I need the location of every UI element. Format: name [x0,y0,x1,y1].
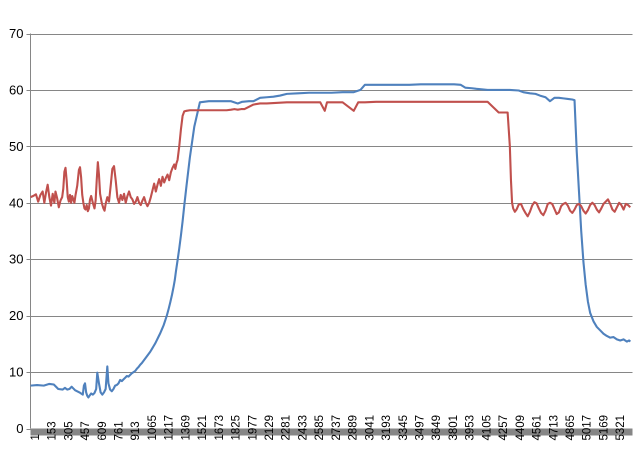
y-tick-label: 40 [9,195,23,210]
y-tick-label: 60 [9,82,23,97]
x-tick-label: 2129 [264,415,276,441]
x-tick-label: 3801 [448,415,460,441]
y-tick-label: 0 [16,421,23,436]
y-tick-label: 20 [9,308,23,323]
series-line-series-red [30,100,632,218]
x-tick-label: 457 [80,421,92,440]
x-tick-label: 761 [113,421,125,440]
x-tick-label: 153 [47,421,59,440]
x-tick-label: 4257 [498,415,510,441]
gridlines [29,33,633,431]
x-tick-label: 1977 [247,415,259,441]
y-tick-label: 70 [9,26,23,41]
x-tick-label: 609 [97,421,109,440]
x-tick-label: 3953 [465,415,477,441]
x-tick-label: 3041 [364,415,376,441]
x-tick-label: 2281 [281,415,293,441]
x-tick-label: 4561 [532,415,544,441]
x-tick-label: 1 [30,434,42,440]
y-tick-label: 30 [9,252,23,267]
x-tick-label: 2889 [348,415,360,441]
x-tick-label: 4105 [481,415,493,441]
x-tick-label: 1065 [147,415,159,441]
x-tick-label: 1369 [180,415,192,441]
x-tick-label: 1673 [214,415,226,441]
x-tick-label: 3193 [381,415,393,441]
x-tick-label: 3497 [414,415,426,441]
x-tick-label: 1825 [231,415,243,441]
x-tick-label: 5321 [615,415,627,441]
x-tick-label: 5017 [582,415,594,441]
x-tick-label: 2737 [331,415,343,441]
y-axis-tick-labels: 0 10 20 30 40 50 60 70 [9,26,31,436]
x-axis [30,428,633,436]
x-tick-label: 4865 [565,415,577,441]
x-tick-label: 1521 [197,415,209,441]
x-tick-label: 2433 [297,415,309,441]
x-axis-band [30,428,633,436]
x-tick-label: 2585 [314,415,326,441]
y-tick-label: 50 [9,139,23,154]
x-tick-label: 4713 [548,415,560,441]
x-axis-tick-labels: 1 153 305 457 609 761 913 1065 1217 1369 1521 1673 1… [30,415,627,441]
x-tick-label: 3345 [398,415,410,441]
y-tick-label: 10 [9,365,23,380]
x-tick-label: 5169 [598,415,610,441]
x-tick-label: 1217 [164,415,176,441]
x-tick-label: 913 [130,421,142,440]
data-series-group [30,83,632,399]
series-line-series-blue [30,83,632,399]
x-tick-label: 305 [63,421,75,440]
x-tick-label: 3649 [431,415,443,441]
x-tick-label: 4409 [515,415,527,441]
